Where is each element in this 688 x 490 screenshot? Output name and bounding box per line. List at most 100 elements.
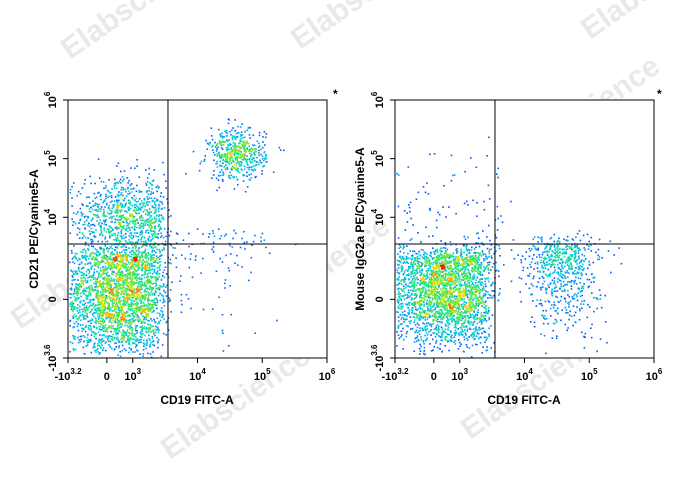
event-dot — [109, 291, 111, 294]
event-dot — [243, 157, 245, 159]
event-dot — [402, 348, 404, 350]
event-dot — [156, 266, 158, 269]
event-dot — [108, 225, 111, 227]
event-dot — [123, 274, 125, 277]
event-dot — [156, 190, 158, 193]
event-dot — [129, 309, 132, 312]
event-dot — [133, 342, 136, 344]
event-dot — [150, 265, 153, 267]
event-dot — [246, 186, 249, 188]
event-dot — [151, 200, 154, 202]
event-dot — [122, 187, 125, 189]
event-dot — [114, 211, 117, 214]
event-dot — [540, 333, 542, 335]
event-dot — [237, 161, 239, 163]
event-dot — [94, 320, 97, 323]
event-dot — [123, 237, 125, 240]
event-dot — [557, 300, 559, 303]
event-dot — [100, 339, 102, 341]
event-dot — [78, 317, 80, 319]
event-dot — [483, 258, 485, 260]
event-dot — [131, 278, 134, 280]
event-dot — [145, 266, 147, 269]
event-dot — [95, 263, 97, 266]
event-dot — [94, 349, 96, 352]
event-dot — [109, 268, 112, 271]
event-dot — [520, 261, 523, 264]
event-dot — [128, 351, 130, 354]
event-dot — [488, 335, 490, 337]
event-dot — [250, 155, 252, 157]
event-dot — [117, 288, 120, 290]
event-dot — [422, 322, 424, 324]
event-dot — [582, 234, 585, 237]
event-dot — [94, 258, 97, 260]
event-dot — [579, 249, 581, 251]
event-dot — [129, 325, 131, 327]
event-dot — [488, 272, 490, 274]
event-dot — [111, 300, 114, 302]
event-dot — [248, 134, 251, 136]
event-dot — [244, 136, 246, 138]
event-dot — [135, 241, 137, 243]
event-dot — [481, 278, 483, 280]
event-dot — [577, 252, 580, 254]
event-dot — [156, 236, 159, 238]
event-dot — [132, 234, 135, 237]
event-dot — [160, 232, 162, 235]
event-dot — [425, 226, 427, 229]
event-dot — [464, 238, 467, 240]
event-dot — [530, 248, 533, 250]
event-dot — [115, 267, 117, 270]
event-dot — [147, 224, 149, 226]
event-dot — [162, 236, 165, 239]
event-dot — [216, 160, 218, 163]
event-dot — [152, 237, 154, 240]
event-dot — [432, 235, 434, 237]
event-dot — [475, 242, 478, 244]
event-dot — [100, 259, 103, 262]
event-dot — [208, 233, 211, 235]
event-dot — [147, 298, 149, 300]
event-dot — [112, 258, 115, 260]
event-dot — [251, 144, 254, 146]
x-tick-label: 105 — [254, 367, 271, 383]
event-dot — [409, 328, 412, 330]
event-dot — [405, 297, 408, 299]
event-dot — [127, 308, 130, 311]
event-dot — [227, 143, 229, 146]
event-dot — [125, 221, 128, 224]
event-dot — [148, 288, 151, 291]
event-dot — [165, 321, 167, 324]
event-dot — [518, 276, 521, 279]
event-dot — [150, 257, 152, 260]
event-dot — [139, 276, 141, 279]
event-dot — [225, 158, 227, 160]
event-dot — [416, 309, 418, 311]
event-dot — [95, 296, 98, 299]
event-dot — [404, 283, 407, 286]
event-dot — [140, 280, 143, 283]
event-dot — [136, 324, 138, 327]
event-dot — [118, 204, 120, 206]
event-dot — [135, 264, 138, 267]
event-dot — [79, 193, 82, 195]
event-dot — [567, 327, 569, 329]
event-dot — [95, 322, 98, 325]
event-dot — [79, 340, 82, 343]
y-tick-label-exponent: 5 — [43, 150, 52, 155]
event-dot — [105, 193, 107, 196]
event-dot — [145, 184, 148, 186]
event-dot — [144, 290, 146, 293]
event-dot — [146, 276, 148, 279]
event-dot — [110, 247, 112, 249]
event-dot — [117, 332, 119, 335]
event-dot — [101, 273, 104, 276]
event-dot — [134, 253, 136, 256]
event-dot — [154, 211, 156, 214]
event-dot — [475, 246, 477, 249]
event-dot — [100, 275, 102, 278]
event-dot — [122, 279, 125, 282]
event-dot — [128, 255, 131, 258]
event-dot — [146, 280, 149, 283]
